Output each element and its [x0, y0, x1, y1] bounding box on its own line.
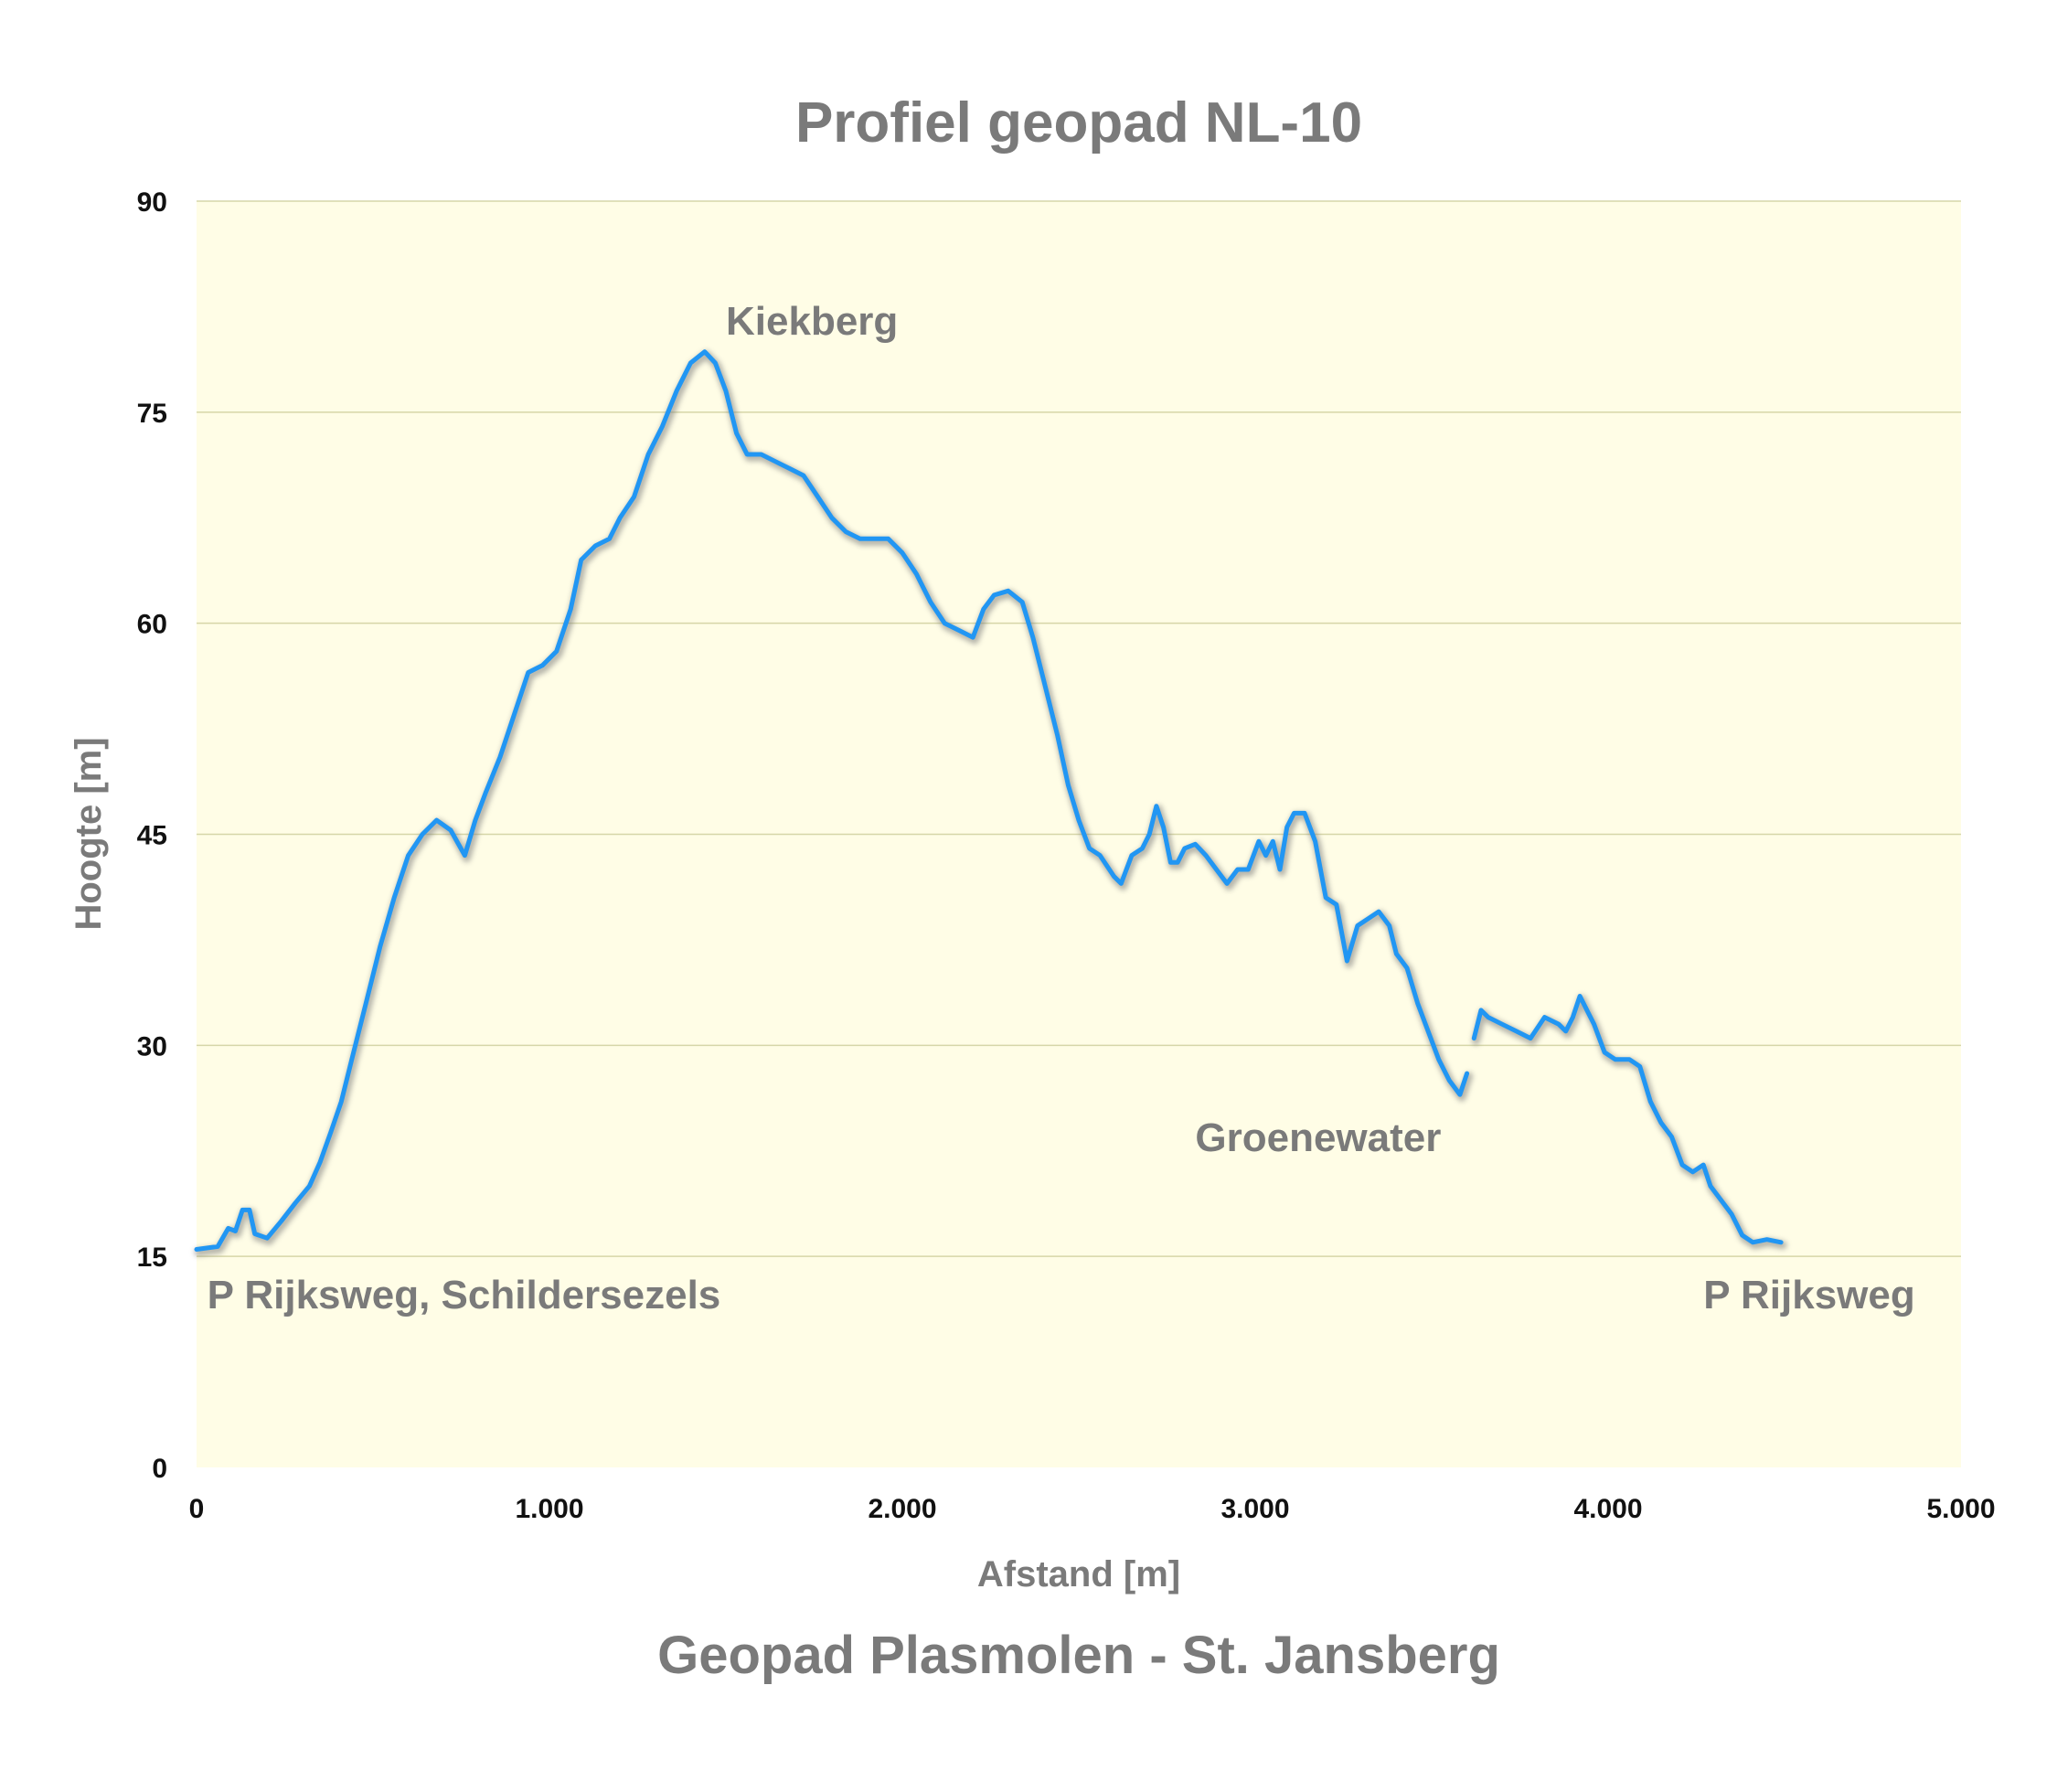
x-axis-label: Afstand [m] — [977, 1554, 1180, 1595]
y-tick-label: 30 — [137, 1031, 167, 1061]
x-tick-label: 2.000 — [868, 1494, 936, 1524]
y-tick-labels: 0 15 30 45 60 75 90 — [137, 187, 167, 1484]
y-axis-label: Hoogte [m] — [69, 737, 109, 930]
elevation-line-segment — [194, 349, 1470, 1252]
x-tick-label: 0 — [189, 1494, 205, 1524]
x-tick-label: 4.000 — [1573, 1494, 1642, 1524]
x-tick-labels: 0 1.000 2.000 3.000 4.000 5.000 — [189, 1494, 1996, 1524]
gridlines — [197, 200, 1961, 1257]
elevation-line — [194, 349, 1784, 1252]
y-tick-label: 15 — [137, 1243, 167, 1273]
x-tick-label: 5.000 — [1926, 1494, 1995, 1524]
annotation-label: P Rijksweg, Schildersezels — [208, 1273, 721, 1317]
chart-subtitle: Geopad Plasmolen - St. Jansberg — [657, 1626, 1500, 1685]
elevation-line-segment — [1471, 994, 1784, 1245]
chart-title: Profiel geopad NL-10 — [795, 91, 1362, 155]
x-tick-label: 1.000 — [515, 1494, 583, 1524]
y-tick-label: 75 — [137, 399, 167, 429]
x-tick-label: 3.000 — [1220, 1494, 1289, 1524]
annotation-label: Groenewater — [1195, 1115, 1441, 1160]
annotation-label: P Rijksweg — [1703, 1273, 1915, 1317]
annotation-label: Kiekberg — [726, 299, 898, 344]
y-tick-label: 60 — [137, 610, 167, 640]
y-tick-label: 45 — [137, 821, 167, 851]
annotations: Kiekberg Groenewater P Rijksweg, Schilders… — [208, 299, 1915, 1317]
y-tick-label: 0 — [152, 1454, 167, 1484]
y-tick-label: 90 — [137, 187, 167, 218]
